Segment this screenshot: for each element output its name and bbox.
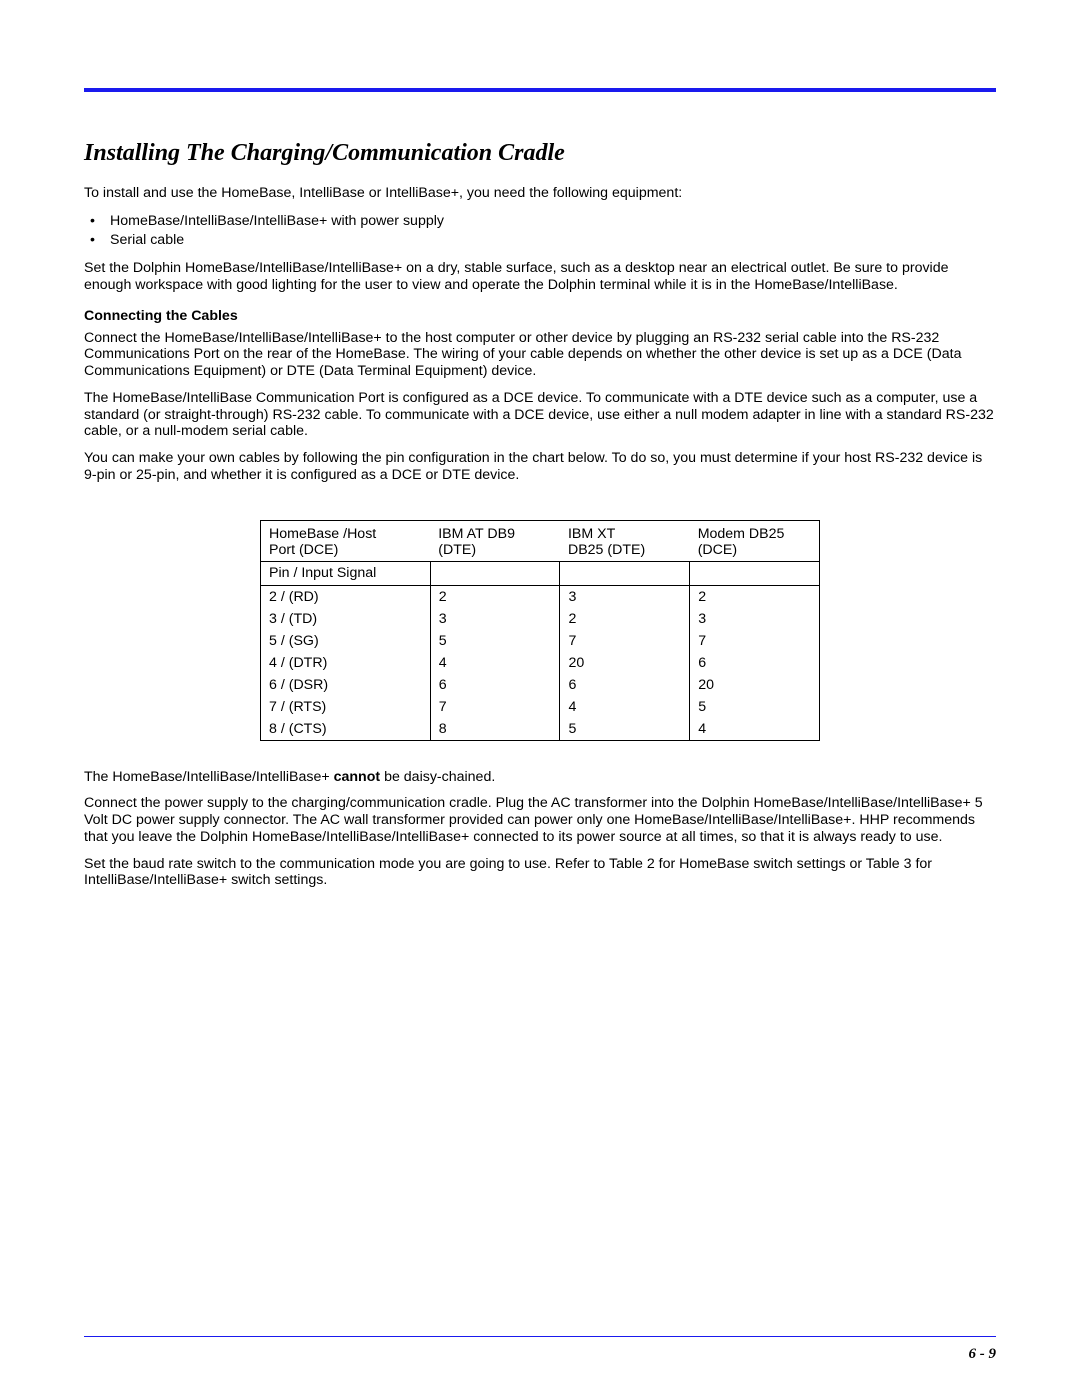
cell-db9: 8 (430, 718, 560, 741)
col-header-db9: IBM AT DB9 (DTE) (430, 520, 560, 561)
table-header-row: HomeBase /Host Port (DCE) IBM AT DB9 (DT… (261, 520, 820, 561)
cell-db9: 6 (430, 674, 560, 696)
top-rule (84, 88, 996, 92)
header-line: (DTE) (438, 542, 476, 558)
cell-pin: 3 / (TD) (261, 608, 431, 630)
page: Installing The Charging/Communication Cr… (0, 0, 1080, 939)
section-title: Installing The Charging/Communication Cr… (84, 140, 996, 167)
page-number: 6 - 9 (969, 1346, 997, 1363)
daisy-bold: cannot (334, 769, 381, 785)
subheading-connecting-cables: Connecting the Cables (84, 308, 996, 324)
bottom-rule (84, 1336, 996, 1337)
cell-db9: 7 (430, 696, 560, 718)
cell-db25: 4 (560, 696, 690, 718)
pin-configuration-table: HomeBase /Host Port (DCE) IBM AT DB9 (DT… (260, 520, 820, 741)
col-header-modem: Modem DB25 (DCE) (690, 520, 820, 561)
table-subheader-row: Pin / Input Signal (261, 561, 820, 585)
connect-paragraph: Connect the HomeBase/IntelliBase/Intelli… (84, 330, 996, 380)
subheader-cell (690, 561, 820, 585)
cell-pin: 2 / (RD) (261, 585, 431, 608)
cell-db25: 7 (560, 630, 690, 652)
col-header-db25: IBM XT DB25 (DTE) (560, 520, 690, 561)
table-row: 7 / (RTS) 7 4 5 (261, 696, 820, 718)
col-header-homebase: HomeBase /Host Port (DCE) (261, 520, 431, 561)
cell-db25: 3 (560, 585, 690, 608)
subheader-cell (430, 561, 560, 585)
list-item: Serial cable (90, 231, 996, 250)
header-line: DB25 (DTE) (568, 542, 645, 558)
cell-db25: 2 (560, 608, 690, 630)
table-row: 8 / (CTS) 8 5 4 (261, 718, 820, 741)
table-row: 6 / (DSR) 6 6 20 (261, 674, 820, 696)
surface-paragraph: Set the Dolphin HomeBase/IntelliBase/Int… (84, 260, 996, 294)
cell-db9: 5 (430, 630, 560, 652)
header-line: Modem DB25 (698, 526, 785, 542)
subheader-cell: Pin / Input Signal (261, 561, 431, 585)
baud-paragraph: Set the baud rate switch to the communic… (84, 856, 996, 890)
cell-pin: 8 / (CTS) (261, 718, 431, 741)
cell-db25: 6 (560, 674, 690, 696)
pin-table-container: HomeBase /Host Port (DCE) IBM AT DB9 (DT… (84, 520, 996, 741)
cell-modem: 2 (690, 585, 820, 608)
dce-paragraph: The HomeBase/IntelliBase Communication P… (84, 390, 996, 440)
cell-pin: 7 / (RTS) (261, 696, 431, 718)
cell-modem: 3 (690, 608, 820, 630)
table-row: 5 / (SG) 5 7 7 (261, 630, 820, 652)
equipment-list: HomeBase/IntelliBase/IntelliBase+ with p… (84, 212, 996, 250)
header-line: Port (DCE) (269, 542, 338, 558)
cell-modem: 7 (690, 630, 820, 652)
header-line: (DCE) (698, 542, 737, 558)
cell-modem: 4 (690, 718, 820, 741)
subheader-cell (560, 561, 690, 585)
table-row: 3 / (TD) 3 2 3 (261, 608, 820, 630)
pinconf-paragraph: You can make your own cables by followin… (84, 450, 996, 484)
intro-paragraph: To install and use the HomeBase, Intelli… (84, 185, 996, 202)
cell-db9: 2 (430, 585, 560, 608)
list-item: HomeBase/IntelliBase/IntelliBase+ with p… (90, 212, 996, 231)
cell-modem: 6 (690, 652, 820, 674)
cell-db9: 4 (430, 652, 560, 674)
cell-pin: 6 / (DSR) (261, 674, 431, 696)
header-line: HomeBase /Host (269, 526, 376, 542)
cell-pin: 5 / (SG) (261, 630, 431, 652)
cell-modem: 20 (690, 674, 820, 696)
table-row: 2 / (RD) 2 3 2 (261, 585, 820, 608)
daisy-chain-paragraph: The HomeBase/IntelliBase/IntelliBase+ ca… (84, 769, 996, 786)
daisy-post: be daisy-chained. (380, 769, 495, 785)
daisy-pre: The HomeBase/IntelliBase/IntelliBase+ (84, 769, 334, 785)
header-line: IBM AT DB9 (438, 526, 515, 542)
cell-pin: 4 / (DTR) (261, 652, 431, 674)
cell-db9: 3 (430, 608, 560, 630)
header-line: IBM XT (568, 526, 615, 542)
table-row: 4 / (DTR) 4 20 6 (261, 652, 820, 674)
cell-modem: 5 (690, 696, 820, 718)
cell-db25: 5 (560, 718, 690, 741)
power-paragraph: Connect the power supply to the charging… (84, 795, 996, 845)
cell-db25: 20 (560, 652, 690, 674)
